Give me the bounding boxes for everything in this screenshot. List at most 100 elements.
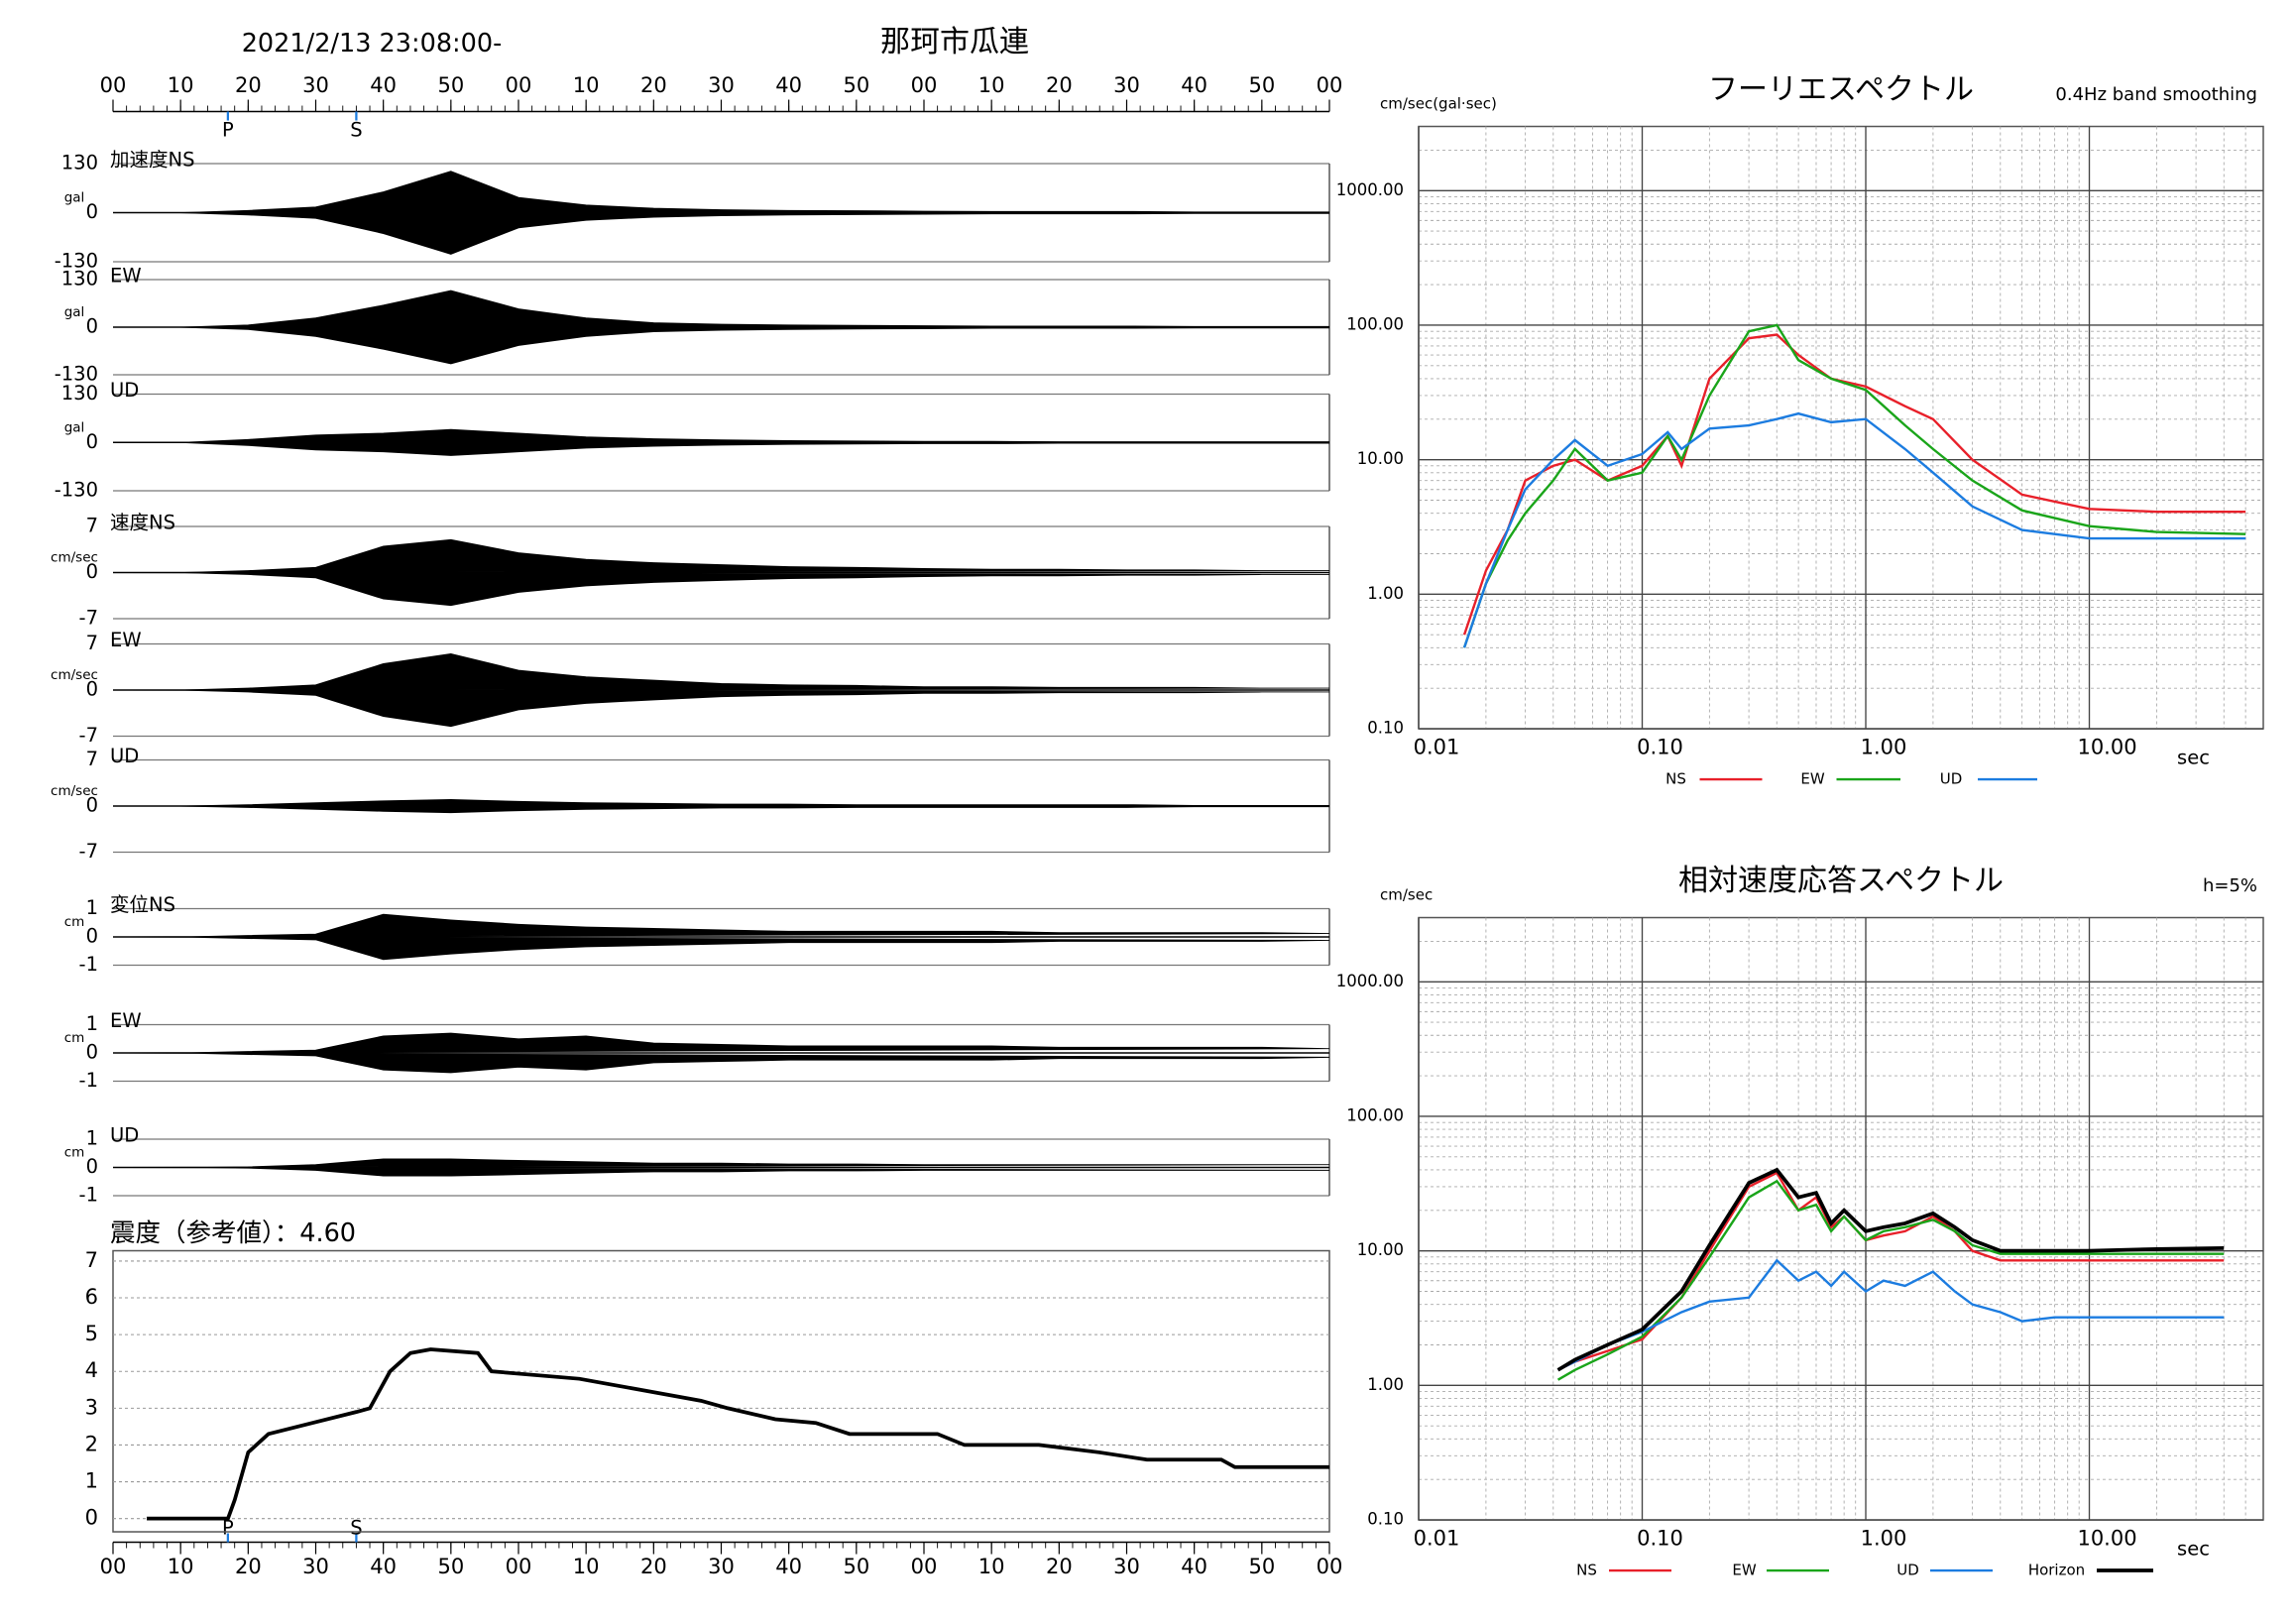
spectrum-line (1556, 1167, 2225, 1372)
x-tick-label: 30 (708, 73, 735, 97)
legend-label: NS (1665, 770, 1686, 788)
intensity-line (147, 1347, 1329, 1521)
y-tick-label: 1 (85, 1469, 98, 1493)
trace-label: 変位NS (110, 893, 175, 916)
trace-label: UD (110, 379, 139, 402)
y-tick-label: 100.00 (1346, 314, 1404, 333)
waveform-envelope (112, 538, 1330, 573)
x-tick-label: 30 (1113, 1555, 1140, 1578)
x-tick-label: 20 (640, 73, 667, 97)
y-tick-label: 10.00 (1357, 449, 1404, 468)
y-tick-label: 130 (61, 382, 98, 405)
y-tick-label: 0 (86, 430, 98, 453)
legend-label: EW (1800, 770, 1824, 788)
y-tick-label: 0 (86, 315, 98, 338)
y-tick-label: 130 (61, 268, 98, 290)
x-tick-label: 00 (911, 1555, 938, 1578)
x-tick-label: 40 (1181, 73, 1207, 97)
waveform-envelope (112, 805, 1330, 814)
y-tick-label: 1 (86, 1127, 98, 1150)
chart-title: フーリエスペクトル (1708, 72, 1974, 107)
x-tick-label: 30 (302, 1555, 329, 1578)
x-tick-label: 10.00 (2077, 1527, 2136, 1551)
legend-label: EW (1732, 1562, 1756, 1579)
x-tick-label: 10 (573, 1555, 600, 1578)
y-tick-label: 100.00 (1346, 1105, 1404, 1124)
y-tick-label: 0 (86, 200, 98, 223)
x-tick-label: 20 (1046, 1555, 1073, 1578)
phase-label: P (222, 119, 234, 142)
x-tick-label: 30 (1113, 73, 1140, 97)
trace-label: EW (110, 265, 142, 288)
x-tick-label: 00 (1317, 73, 1343, 97)
x-tick-label: 0.01 (1414, 1527, 1460, 1551)
legend-label: UD (1940, 770, 1963, 788)
x-tick-label: 30 (302, 73, 329, 97)
waveform-envelope (112, 428, 1330, 443)
waveform-envelope (112, 1167, 1330, 1177)
header-datetime: 2021/2/13 23:08:00- (242, 29, 503, 58)
unit-label: gal (64, 419, 85, 435)
waveform-envelope (112, 913, 1330, 938)
x-tick-label: 50 (437, 1555, 464, 1578)
x-tick-label: 10 (573, 73, 600, 97)
x-tick-label: 10 (168, 73, 194, 97)
y-tick-label: 7 (86, 515, 98, 537)
x-tick-label: 0.10 (1637, 1527, 1683, 1551)
y-tick-label: -7 (79, 840, 98, 863)
unit-label: gal (64, 190, 85, 206)
y-tick-label: 3 (85, 1395, 98, 1419)
x-tick-label: 1.00 (1861, 1527, 1907, 1551)
y-tick-label: 5 (85, 1322, 98, 1345)
spectrum-line (1462, 323, 2246, 648)
y-tick-label: 10.00 (1357, 1240, 1404, 1259)
chart-subtitle: 0.4Hz band smoothing (2055, 84, 2257, 105)
y-tick-label: 2 (85, 1432, 98, 1455)
y-tick-label: -130 (55, 363, 98, 386)
x-tick-label: 50 (1248, 1555, 1275, 1578)
y-axis-label: cm/sec(gal·sec) (1380, 95, 1497, 113)
x-tick-label: 0.10 (1637, 736, 1683, 759)
y-tick-label: 4 (85, 1358, 98, 1382)
y-tick-label: 1.00 (1367, 584, 1404, 603)
trace-label: EW (110, 1009, 142, 1032)
y-tick-label: -130 (55, 250, 98, 273)
y-tick-label: 1000.00 (1336, 180, 1404, 199)
x-tick-label: 10 (168, 1555, 194, 1578)
unit-label: cm/sec (51, 550, 98, 566)
x-tick-label: 20 (235, 1555, 262, 1578)
waveform-envelope (112, 572, 1330, 607)
waveform-envelope (112, 936, 1330, 961)
waveform-envelope (112, 171, 1330, 213)
unit-label: cm (64, 1145, 85, 1161)
y-tick-label: -1 (79, 1184, 98, 1207)
waveform-envelope (112, 1032, 1330, 1054)
x-tick-label: 50 (843, 1555, 869, 1578)
x-tick-label: 00 (911, 73, 938, 97)
legend-label: UD (1896, 1562, 1919, 1579)
waveform-envelope (112, 290, 1330, 328)
y-tick-label: 0 (86, 678, 98, 701)
x-tick-label: 10 (978, 1555, 1005, 1578)
y-tick-label: 0 (86, 925, 98, 948)
waveform-envelope (112, 652, 1330, 691)
chart-title: 震度（参考値）：4.60 (110, 1218, 356, 1248)
unit-label: cm/sec (51, 783, 98, 799)
x-tick-label: 50 (437, 73, 464, 97)
y-tick-label: 0 (86, 1155, 98, 1178)
trace-label: UD (110, 1124, 139, 1147)
y-tick-label: 130 (61, 152, 98, 174)
station-name: 那珂市瓜連 (880, 25, 1029, 59)
x-tick-label: 10.00 (2077, 736, 2136, 759)
waveform-envelope (112, 1052, 1330, 1074)
unit-label: cm (64, 1030, 85, 1046)
waveform-envelope (112, 798, 1330, 807)
x-axis-label: sec (2177, 1538, 2210, 1561)
y-tick-label: 7 (85, 1248, 98, 1272)
x-tick-label: 20 (235, 73, 262, 97)
frame (112, 1249, 1330, 1533)
x-tick-label: 40 (775, 1555, 802, 1578)
y-tick-label: 1000.00 (1336, 972, 1404, 990)
y-tick-label: 1 (86, 896, 98, 919)
